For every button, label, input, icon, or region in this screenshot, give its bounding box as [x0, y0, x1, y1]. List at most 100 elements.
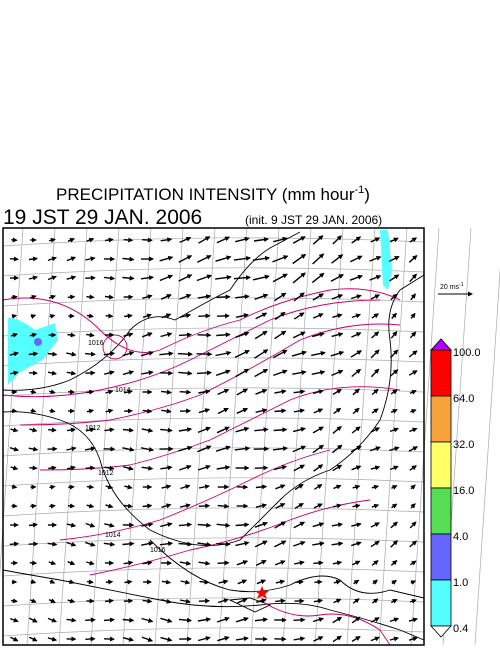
wind-arrow — [141, 522, 154, 528]
wind-arrow — [371, 331, 380, 339]
wind-arrow — [272, 446, 288, 452]
wind-arrow — [273, 369, 288, 377]
wind-arrow — [294, 502, 304, 510]
wind-arrow — [370, 522, 380, 528]
wind-arrow — [217, 388, 230, 396]
wind-arrow — [159, 541, 174, 547]
wind-arrow — [333, 484, 342, 490]
wind-arrow — [236, 408, 249, 414]
wind-arrow — [178, 274, 193, 282]
wind-arrow — [28, 617, 38, 623]
wind-arrow — [252, 274, 270, 281]
grid-line — [2, 237, 425, 247]
wind-arrow — [370, 237, 381, 243]
wind-arrow — [332, 503, 342, 509]
wind-arrow — [66, 351, 77, 357]
wind-arrow — [11, 408, 18, 414]
wind-arrow — [216, 522, 231, 528]
wind-arrow — [235, 368, 250, 378]
wind-arrow — [104, 370, 115, 376]
wind-arrow — [179, 503, 191, 509]
wind-arrow — [142, 503, 153, 509]
wind-arrow — [196, 274, 213, 282]
wind-arrow — [122, 636, 134, 642]
wind-arrow — [30, 408, 37, 414]
wind-arrow — [67, 560, 76, 566]
wind-arrow — [292, 272, 306, 284]
wind-arrow — [123, 465, 134, 471]
title-end: ) — [364, 185, 370, 204]
wind-arrow — [66, 465, 76, 471]
wind-arrow — [86, 332, 95, 338]
wind-arrow — [236, 560, 249, 566]
wind-arrow — [330, 274, 344, 282]
wind-arrow — [49, 503, 56, 509]
wind-arrow — [275, 598, 286, 604]
wind-arrow — [294, 483, 304, 491]
wind-arrow — [389, 636, 400, 642]
wind-arrow — [86, 294, 95, 300]
wind-arrow — [29, 294, 37, 300]
wind-arrow — [350, 294, 362, 300]
wind-arrow — [160, 465, 173, 471]
wind-arrow — [105, 598, 114, 604]
wind-arrow — [66, 275, 77, 281]
wind-arrow — [351, 236, 362, 244]
wind-arrow — [408, 446, 418, 452]
wind-arrow — [177, 351, 193, 357]
wind-arrow — [141, 370, 154, 376]
wind-arrow — [84, 446, 96, 452]
wind-arrow — [28, 446, 39, 452]
wind-arrow — [141, 427, 154, 433]
wind-arrow — [371, 503, 380, 509]
wind-arrow — [28, 275, 38, 281]
wind-arrow — [332, 560, 343, 566]
grid-line — [282, 227, 312, 646]
wind-arrow — [351, 465, 362, 471]
wind-arrow — [217, 407, 229, 415]
wind-arrow — [104, 465, 115, 471]
wind-arrow — [352, 407, 360, 415]
wind-arrow — [216, 616, 230, 623]
wind-arrow — [105, 484, 114, 490]
wind-arrow — [371, 313, 380, 319]
wind-arrow — [10, 427, 19, 433]
wind-arrow — [197, 294, 212, 300]
wind-arrow — [86, 408, 95, 414]
wind-arrow — [293, 636, 306, 642]
wind-arrow — [68, 579, 75, 584]
wind-arrow — [312, 617, 324, 623]
wind-arrow — [29, 332, 38, 338]
wind-arrow — [389, 274, 400, 282]
wind-arrow — [410, 503, 416, 509]
grid-line — [2, 597, 425, 607]
wind-arrow — [390, 598, 398, 604]
wind-arrow — [255, 312, 268, 320]
grid-line — [2, 537, 425, 547]
wind-arrow — [311, 350, 326, 357]
colorbar-label: 64.0 — [453, 393, 474, 405]
wind-arrow — [216, 332, 231, 338]
contour-label: 1014 — [115, 387, 131, 394]
wind-arrow — [28, 636, 38, 642]
wind-arrow — [235, 522, 250, 528]
wind-arrow — [141, 541, 154, 547]
wind-arrow — [48, 294, 56, 300]
wind-arrow — [48, 560, 57, 566]
wind-arrow — [235, 236, 250, 243]
wind-arrow — [255, 559, 267, 567]
wind-arrow — [312, 235, 324, 245]
wind-arrow — [314, 579, 323, 585]
wind-arrow — [372, 579, 378, 585]
wind-arrow — [30, 314, 37, 319]
wind-arrow — [312, 389, 324, 395]
wind-arrow — [352, 503, 361, 509]
wind-arrow — [312, 522, 325, 528]
wind-arrow — [160, 636, 173, 642]
wind-arrow — [30, 503, 37, 509]
wind-arrow — [161, 579, 172, 585]
grid-line — [2, 297, 425, 307]
wind-arrow — [9, 541, 20, 547]
wind-arrow — [66, 256, 77, 262]
wind-arrow — [122, 617, 135, 623]
